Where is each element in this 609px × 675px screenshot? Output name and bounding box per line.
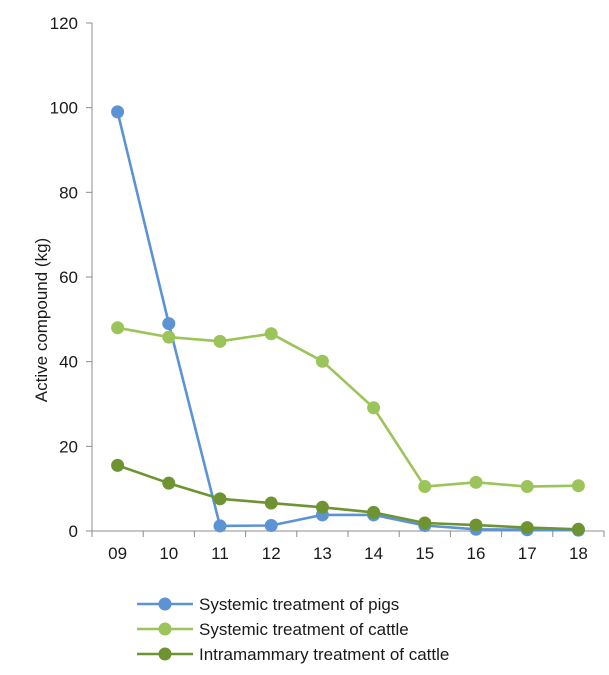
series-line [117,326,579,488]
data-point [213,519,227,533]
data-point [469,475,483,489]
y-tick-label: 120 [50,14,78,33]
y-tick-label: 20 [59,437,78,456]
data-point [162,330,176,344]
legend-label: Systemic treatment of cattle [199,620,409,639]
legend-item: Intramammary treatment of cattle [137,645,449,664]
legend-marker [158,622,172,636]
legend-label: Intramammary treatment of cattle [199,645,449,664]
data-point [264,496,278,510]
series-3 [111,458,585,536]
data-point [315,500,329,514]
x-tick-label: 14 [364,544,383,563]
series-2 [111,321,585,494]
y-tick-label: 100 [50,99,78,118]
x-tick-label: 15 [415,544,434,563]
series-line [116,111,579,532]
data-point [315,354,329,368]
data-point [162,317,176,331]
data-point [162,476,176,490]
legend-marker [158,597,172,611]
data-point [571,522,585,536]
y-tick-label: 80 [59,183,78,202]
data-point [469,518,483,532]
legend-marker [158,647,172,661]
x-tick-label: 11 [211,544,229,563]
legend-item: Systemic treatment of cattle [137,620,409,639]
data-point [213,492,227,506]
data-point [213,334,227,348]
x-tick-label: 12 [262,544,281,563]
legend-item: Systemic treatment of pigs [137,595,399,614]
y-tick-label: 40 [59,353,78,372]
data-point [111,321,125,335]
data-point [520,521,534,535]
data-point [264,327,278,341]
axes: 0 20 40 60 80 100 120 09 10 11 12 13 14 15 16 17 18 [50,14,605,563]
series-layer [111,105,585,537]
x-tick-label: 13 [313,544,332,563]
legend: Systemic treatment of pigs Systemic treat… [137,595,449,664]
data-point [520,480,534,494]
y-tick-label: 60 [59,268,78,287]
x-tick-label: 17 [518,544,537,563]
x-tick-label: 18 [569,544,588,563]
data-point [418,480,432,494]
data-point [264,518,278,532]
series-1 [111,105,585,537]
data-point [367,401,381,415]
legend-label: Systemic treatment of pigs [199,595,399,614]
x-tick-label: 09 [108,544,127,563]
data-point [111,458,125,472]
data-point [418,516,432,530]
data-point [367,505,381,519]
y-tick-label: 0 [69,522,78,541]
data-point [571,479,585,493]
x-tick-label: 10 [159,544,178,563]
y-axis-title: Active compound (kg) [32,238,51,402]
data-point [111,105,125,119]
x-tick-label: 16 [467,544,486,563]
series-line [117,464,579,531]
